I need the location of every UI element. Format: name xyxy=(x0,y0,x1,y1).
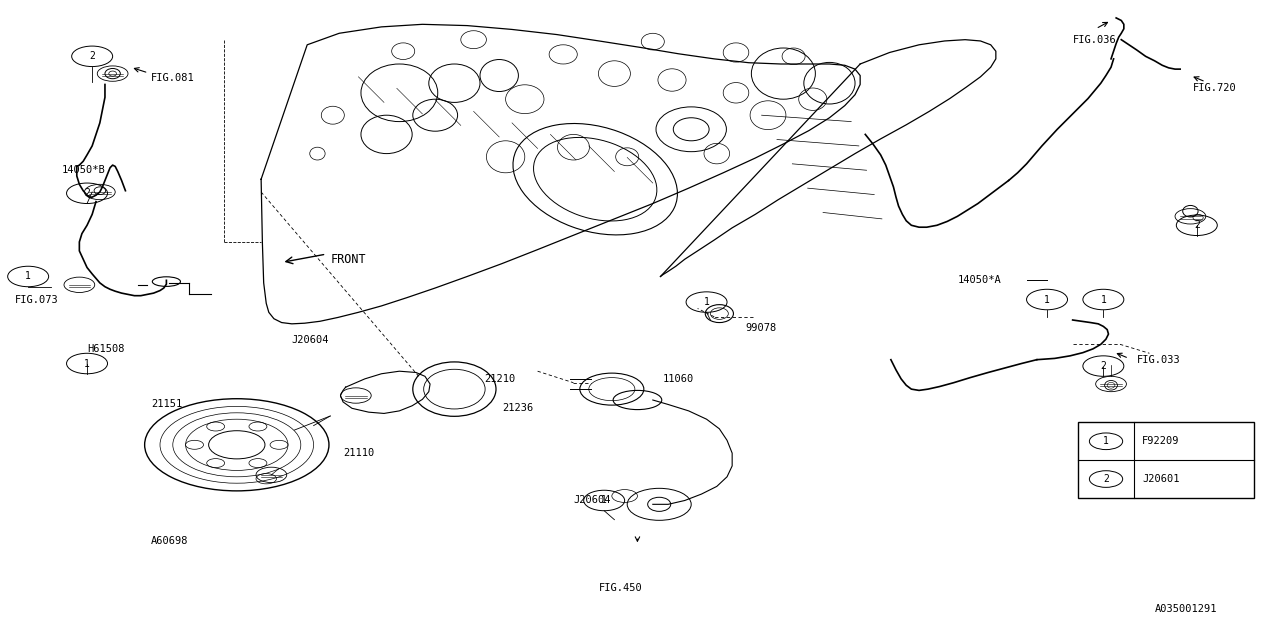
Text: 1: 1 xyxy=(1044,294,1050,305)
Text: 1: 1 xyxy=(1103,436,1108,446)
Text: FIG.036: FIG.036 xyxy=(1073,35,1116,45)
Text: J20604: J20604 xyxy=(292,335,329,346)
Text: 11060: 11060 xyxy=(663,374,694,384)
Text: 2: 2 xyxy=(90,51,95,61)
Text: 21210: 21210 xyxy=(484,374,515,384)
Text: 1: 1 xyxy=(602,495,607,506)
Text: FIG.081: FIG.081 xyxy=(151,73,195,83)
Text: J20604: J20604 xyxy=(573,495,611,506)
Text: 1: 1 xyxy=(26,271,31,282)
Text: FIG.450: FIG.450 xyxy=(599,582,643,593)
Text: 1: 1 xyxy=(84,358,90,369)
Text: A60698: A60698 xyxy=(151,536,188,546)
Text: J20601: J20601 xyxy=(1142,474,1179,484)
Text: 21151: 21151 xyxy=(151,399,182,410)
Text: F92209: F92209 xyxy=(1142,436,1179,446)
Text: 99078: 99078 xyxy=(745,323,776,333)
Text: FIG.073: FIG.073 xyxy=(15,294,59,305)
Bar xyxy=(1078,422,1254,498)
Text: 2: 2 xyxy=(84,188,90,198)
Text: H61508: H61508 xyxy=(87,344,124,354)
Text: 14050*B: 14050*B xyxy=(61,164,105,175)
Text: 21236: 21236 xyxy=(502,403,532,413)
Text: 2: 2 xyxy=(1101,361,1106,371)
Text: FIG.720: FIG.720 xyxy=(1193,83,1236,93)
Text: 21110: 21110 xyxy=(343,448,374,458)
Text: 2: 2 xyxy=(1103,474,1108,484)
Text: FIG.033: FIG.033 xyxy=(1137,355,1180,365)
Text: 14050*A: 14050*A xyxy=(957,275,1001,285)
Text: A035001291: A035001291 xyxy=(1155,604,1217,614)
Text: FRONT: FRONT xyxy=(330,253,366,266)
Text: 1: 1 xyxy=(704,297,709,307)
Text: 2: 2 xyxy=(1194,220,1199,230)
Text: 1: 1 xyxy=(1101,294,1106,305)
